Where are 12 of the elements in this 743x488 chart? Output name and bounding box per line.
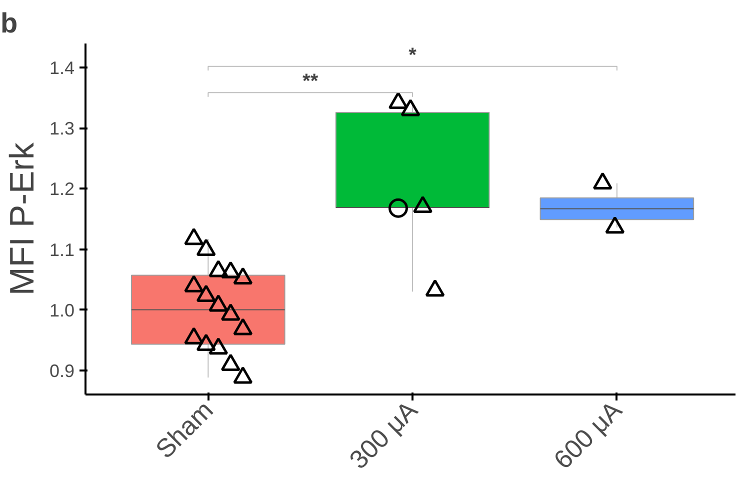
- y-axis-title: MFI P-Erk: [3, 142, 42, 296]
- y-tick-label: 1.4: [49, 58, 75, 78]
- y-tick-label: 0.9: [49, 360, 75, 381]
- chart-title: b: [0, 8, 18, 38]
- y-tick-label: 1.2: [49, 179, 75, 200]
- x-tick-label: 600 μA: [548, 394, 628, 475]
- y-tick-label: 1.0: [49, 300, 75, 320]
- annotation: **: [302, 70, 318, 93]
- y-tick-label: 1.3: [49, 118, 75, 139]
- y-tick-label: 1.1: [49, 240, 75, 260]
- x-tick-label: 300 μA: [343, 394, 424, 475]
- annotation: *: [408, 44, 417, 66]
